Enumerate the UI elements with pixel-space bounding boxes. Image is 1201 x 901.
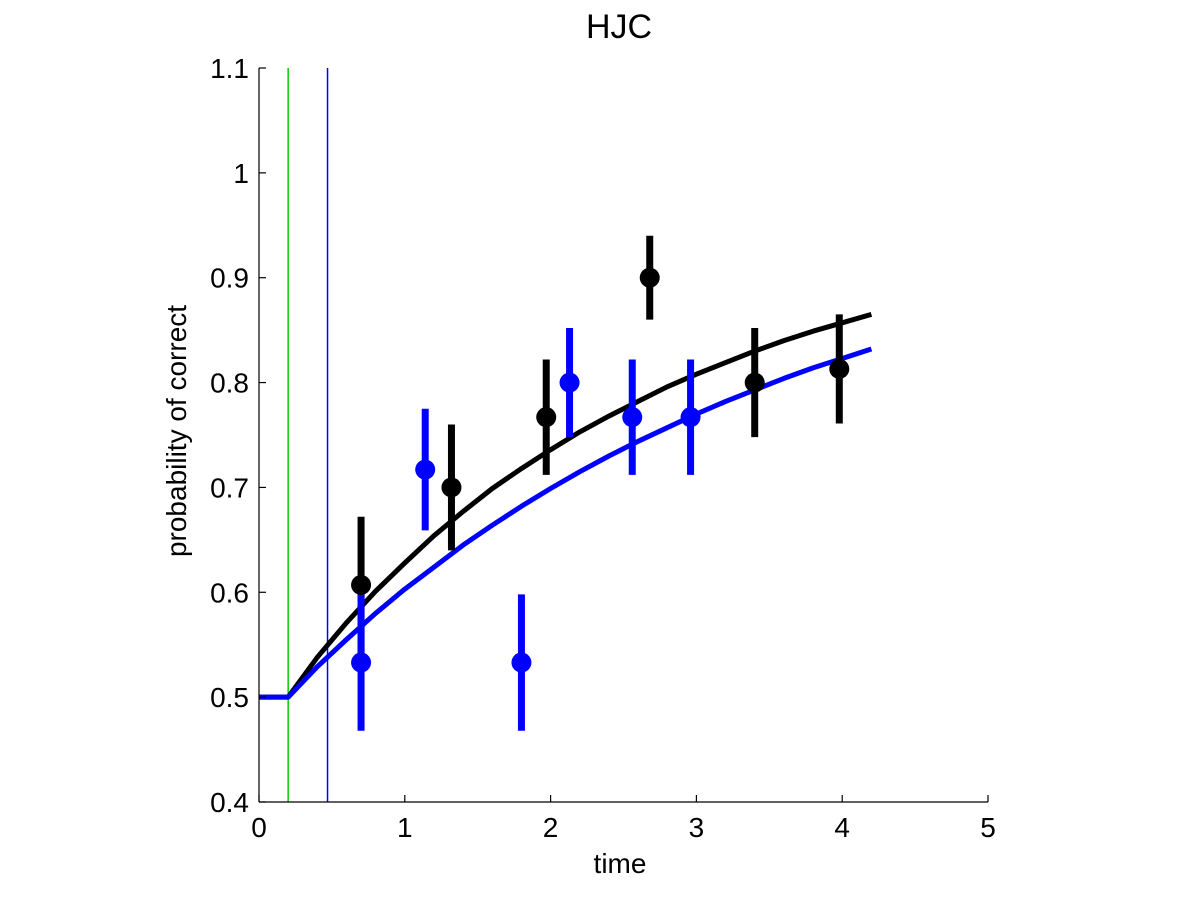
- data-points: [351, 267, 850, 673]
- data-point: [639, 267, 660, 288]
- y-tick-label: 1.1: [210, 53, 249, 84]
- y-tick-label: 0.7: [210, 472, 249, 503]
- data-point: [680, 407, 701, 428]
- data-point: [536, 407, 557, 428]
- y-tick-label: 0.6: [210, 577, 249, 608]
- x-axis-label: time: [594, 848, 647, 879]
- data-point: [441, 477, 462, 498]
- data-point: [622, 407, 643, 428]
- y-tick-label: 0.5: [210, 682, 249, 713]
- data-point: [351, 652, 372, 673]
- y-axis-ticks: 0.4 0.5 0.6 0.7 0.8 0.9 1 1.1: [210, 53, 266, 818]
- x-tick-label: 4: [834, 812, 850, 843]
- x-tick-label: 1: [397, 812, 413, 843]
- data-point: [511, 652, 532, 673]
- x-tick-label: 0: [251, 812, 267, 843]
- y-tick-label: 0.8: [210, 368, 249, 399]
- x-axis-ticks: 0 1 2 3 4 5: [251, 795, 996, 843]
- x-tick-label: 5: [980, 812, 996, 843]
- data-point: [559, 372, 580, 393]
- reference-lines: [287, 68, 329, 802]
- data-point: [744, 372, 765, 393]
- y-tick-label: 1: [233, 158, 249, 189]
- y-tick-label: 0.4: [210, 787, 249, 818]
- y-axis-label: probability of correct: [161, 305, 192, 557]
- x-tick-label: 2: [543, 812, 559, 843]
- data-point: [415, 459, 436, 480]
- chart-title: HJC: [586, 8, 652, 46]
- data-point: [829, 358, 850, 379]
- y-tick-label: 0.9: [210, 263, 249, 294]
- x-tick-label: 3: [689, 812, 705, 843]
- data-point: [351, 574, 372, 595]
